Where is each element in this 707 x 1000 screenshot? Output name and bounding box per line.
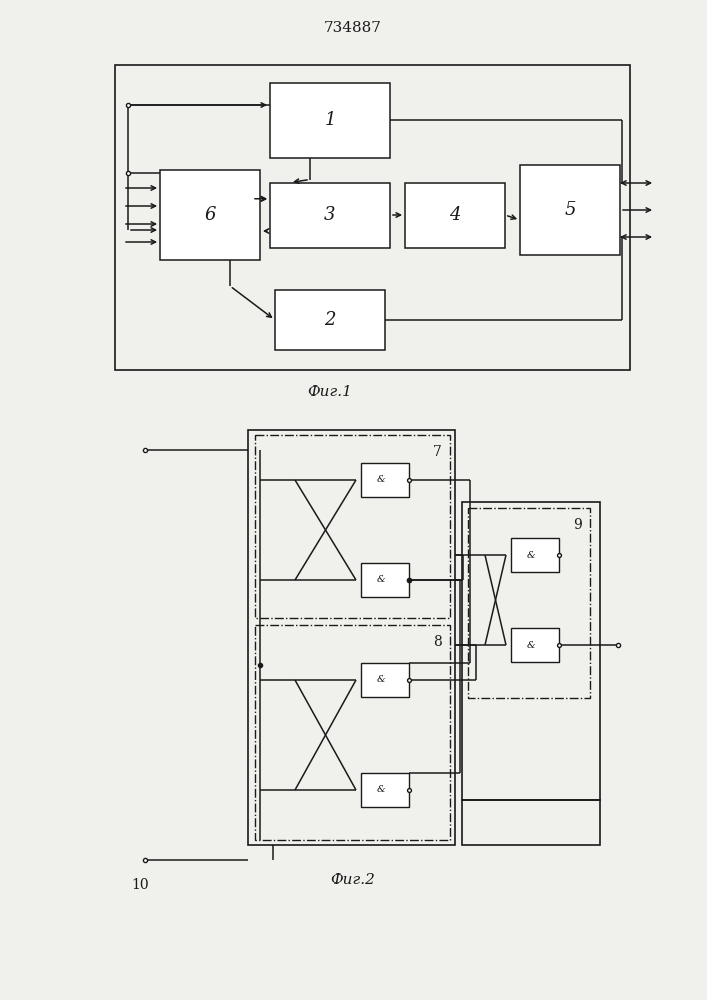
Bar xyxy=(462,800,600,845)
Bar xyxy=(160,170,260,260)
Text: 5: 5 xyxy=(564,201,575,219)
Bar xyxy=(115,65,630,370)
Text: 7: 7 xyxy=(433,445,442,459)
Text: 2: 2 xyxy=(325,311,336,329)
Text: 6: 6 xyxy=(204,206,216,224)
Text: &: & xyxy=(377,676,385,684)
Text: Фиг.1: Фиг.1 xyxy=(308,385,352,399)
Bar xyxy=(270,182,390,247)
Text: 9: 9 xyxy=(573,518,582,532)
Bar xyxy=(462,502,600,800)
Text: &: & xyxy=(527,641,535,650)
Text: &: & xyxy=(377,786,385,794)
Bar xyxy=(405,182,505,247)
Text: &: & xyxy=(527,550,535,560)
Bar xyxy=(275,290,385,350)
Bar xyxy=(270,83,390,157)
Bar xyxy=(361,773,409,807)
Bar xyxy=(511,628,559,662)
Text: 734887: 734887 xyxy=(324,21,382,35)
Bar xyxy=(255,435,450,618)
Bar xyxy=(468,508,590,698)
Text: 4: 4 xyxy=(449,206,461,224)
Bar xyxy=(361,663,409,697)
Text: 8: 8 xyxy=(433,635,442,649)
Text: &: & xyxy=(377,476,385,485)
Text: 1: 1 xyxy=(325,111,336,129)
Bar xyxy=(248,430,455,845)
Bar xyxy=(511,538,559,572)
Bar xyxy=(520,165,620,255)
Text: 10: 10 xyxy=(132,878,148,892)
Bar xyxy=(255,625,450,840)
Text: &: & xyxy=(377,576,385,584)
Bar xyxy=(361,563,409,597)
Text: 3: 3 xyxy=(325,206,336,224)
Text: Фиг.2: Фиг.2 xyxy=(331,873,375,887)
Bar xyxy=(361,463,409,497)
